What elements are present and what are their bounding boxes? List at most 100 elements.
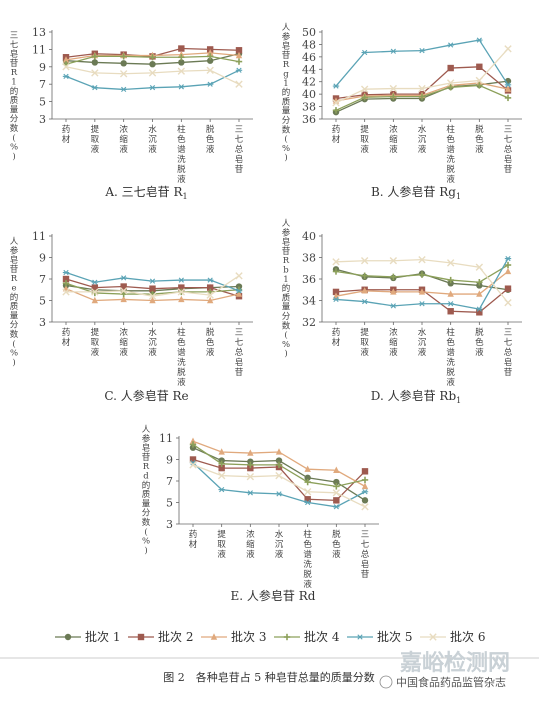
data-point xyxy=(62,288,70,296)
data-point xyxy=(206,81,214,87)
chart-panel-a: 3 5 7 9 11 13 药材 提取液 浓缩液 水沉液 柱色谱洗脱液 脱色液 三七总皂苷 三七皂苷 R 1 的… xyxy=(10,26,253,201)
x-category-label: 脱色液 xyxy=(475,327,484,358)
data-point xyxy=(275,471,283,480)
data-point xyxy=(332,268,340,275)
data-point xyxy=(62,56,70,63)
data-point xyxy=(361,298,368,305)
data-point xyxy=(178,54,185,61)
data-point xyxy=(390,273,397,281)
data-point xyxy=(361,49,368,56)
data-point xyxy=(62,280,70,287)
series-batch-5 xyxy=(62,269,243,294)
x-category-label: 三七总皂苷 xyxy=(235,125,244,175)
data-point xyxy=(206,296,214,304)
data-point xyxy=(304,465,311,472)
data-point xyxy=(189,456,197,463)
x-category-label: 水沉液 xyxy=(418,327,427,358)
data-point xyxy=(149,296,156,304)
data-point xyxy=(447,280,454,287)
y-tick-label: 40 xyxy=(302,230,316,243)
data-point xyxy=(332,258,340,266)
data-point xyxy=(235,288,243,294)
data-point xyxy=(304,474,311,481)
x-category-label: 药材 xyxy=(62,124,71,145)
data-point xyxy=(361,94,368,101)
x-category-label: 水沉液 xyxy=(275,529,284,560)
data-point xyxy=(476,63,483,70)
y-tick-label: 7 xyxy=(39,78,46,91)
y-tick-label: 38 xyxy=(302,252,316,265)
data-point xyxy=(62,269,70,276)
data-point xyxy=(332,288,340,296)
series-batch-5 xyxy=(332,37,512,89)
legend-label: 批次 6 xyxy=(450,629,485,644)
data-point xyxy=(418,271,426,278)
data-point xyxy=(149,60,156,68)
data-point xyxy=(91,284,99,291)
data-point xyxy=(275,457,283,464)
series-batch-6 xyxy=(332,255,512,307)
data-point xyxy=(177,67,186,75)
data-point xyxy=(504,261,512,269)
legend-label: 批次 4 xyxy=(304,629,340,644)
x-category-label: 柱色谱洗脱液 xyxy=(177,124,186,185)
data-point xyxy=(447,301,454,307)
data-point xyxy=(304,499,311,506)
x-category-label: 药材 xyxy=(332,124,341,145)
data-point xyxy=(149,54,156,61)
data-point xyxy=(332,107,340,114)
data-point xyxy=(332,296,340,303)
y-tick-label: 42 xyxy=(302,76,316,89)
data-point xyxy=(475,263,484,271)
data-point xyxy=(504,267,512,275)
data-point xyxy=(218,464,225,472)
y-tick-label: 7 xyxy=(166,475,173,488)
data-point xyxy=(91,279,99,285)
data-point xyxy=(476,309,483,316)
data-point xyxy=(361,287,368,294)
data-point xyxy=(333,483,340,490)
data-point xyxy=(333,504,340,510)
data-point xyxy=(206,57,214,64)
data-point xyxy=(504,94,512,102)
legend-item-batch-6: 批次 6 xyxy=(420,629,485,644)
data-point xyxy=(361,497,369,504)
x-category-label: 浓缩液 xyxy=(389,328,398,358)
data-point xyxy=(476,37,483,43)
y-tick-label: 11 xyxy=(159,432,173,445)
data-point xyxy=(91,296,99,304)
panel-title: D. 人参皂苷 Rb1 xyxy=(371,388,461,405)
data-point xyxy=(62,73,70,79)
data-point xyxy=(446,79,455,87)
y-tick-label: 38 xyxy=(302,101,316,114)
data-point xyxy=(91,53,99,60)
legend-item-batch-4: 批次 4 xyxy=(274,629,340,644)
data-point xyxy=(206,277,214,283)
x-category-label: 水沉液 xyxy=(148,124,157,155)
y-tick-label: 40 xyxy=(302,88,316,101)
data-point xyxy=(476,82,483,89)
x-category-label: 柱色谱洗脱液 xyxy=(446,327,455,388)
data-point xyxy=(217,471,226,480)
data-point xyxy=(303,488,312,496)
legend-marker xyxy=(429,633,437,641)
y-tick-label: 48 xyxy=(302,38,316,51)
data-point xyxy=(148,292,157,300)
data-point xyxy=(235,51,243,59)
data-point xyxy=(119,287,128,295)
data-point xyxy=(418,255,426,264)
data-point xyxy=(360,85,369,93)
data-point xyxy=(91,59,99,66)
legend-label: 批次 2 xyxy=(158,629,193,644)
y-tick-label: 9 xyxy=(166,454,173,467)
data-point xyxy=(361,482,369,490)
data-point xyxy=(149,85,156,91)
data-point xyxy=(235,80,243,88)
data-point xyxy=(476,306,483,312)
legend-marker xyxy=(64,633,72,641)
data-point xyxy=(235,272,243,280)
y-tick-label: 5 xyxy=(39,96,46,109)
